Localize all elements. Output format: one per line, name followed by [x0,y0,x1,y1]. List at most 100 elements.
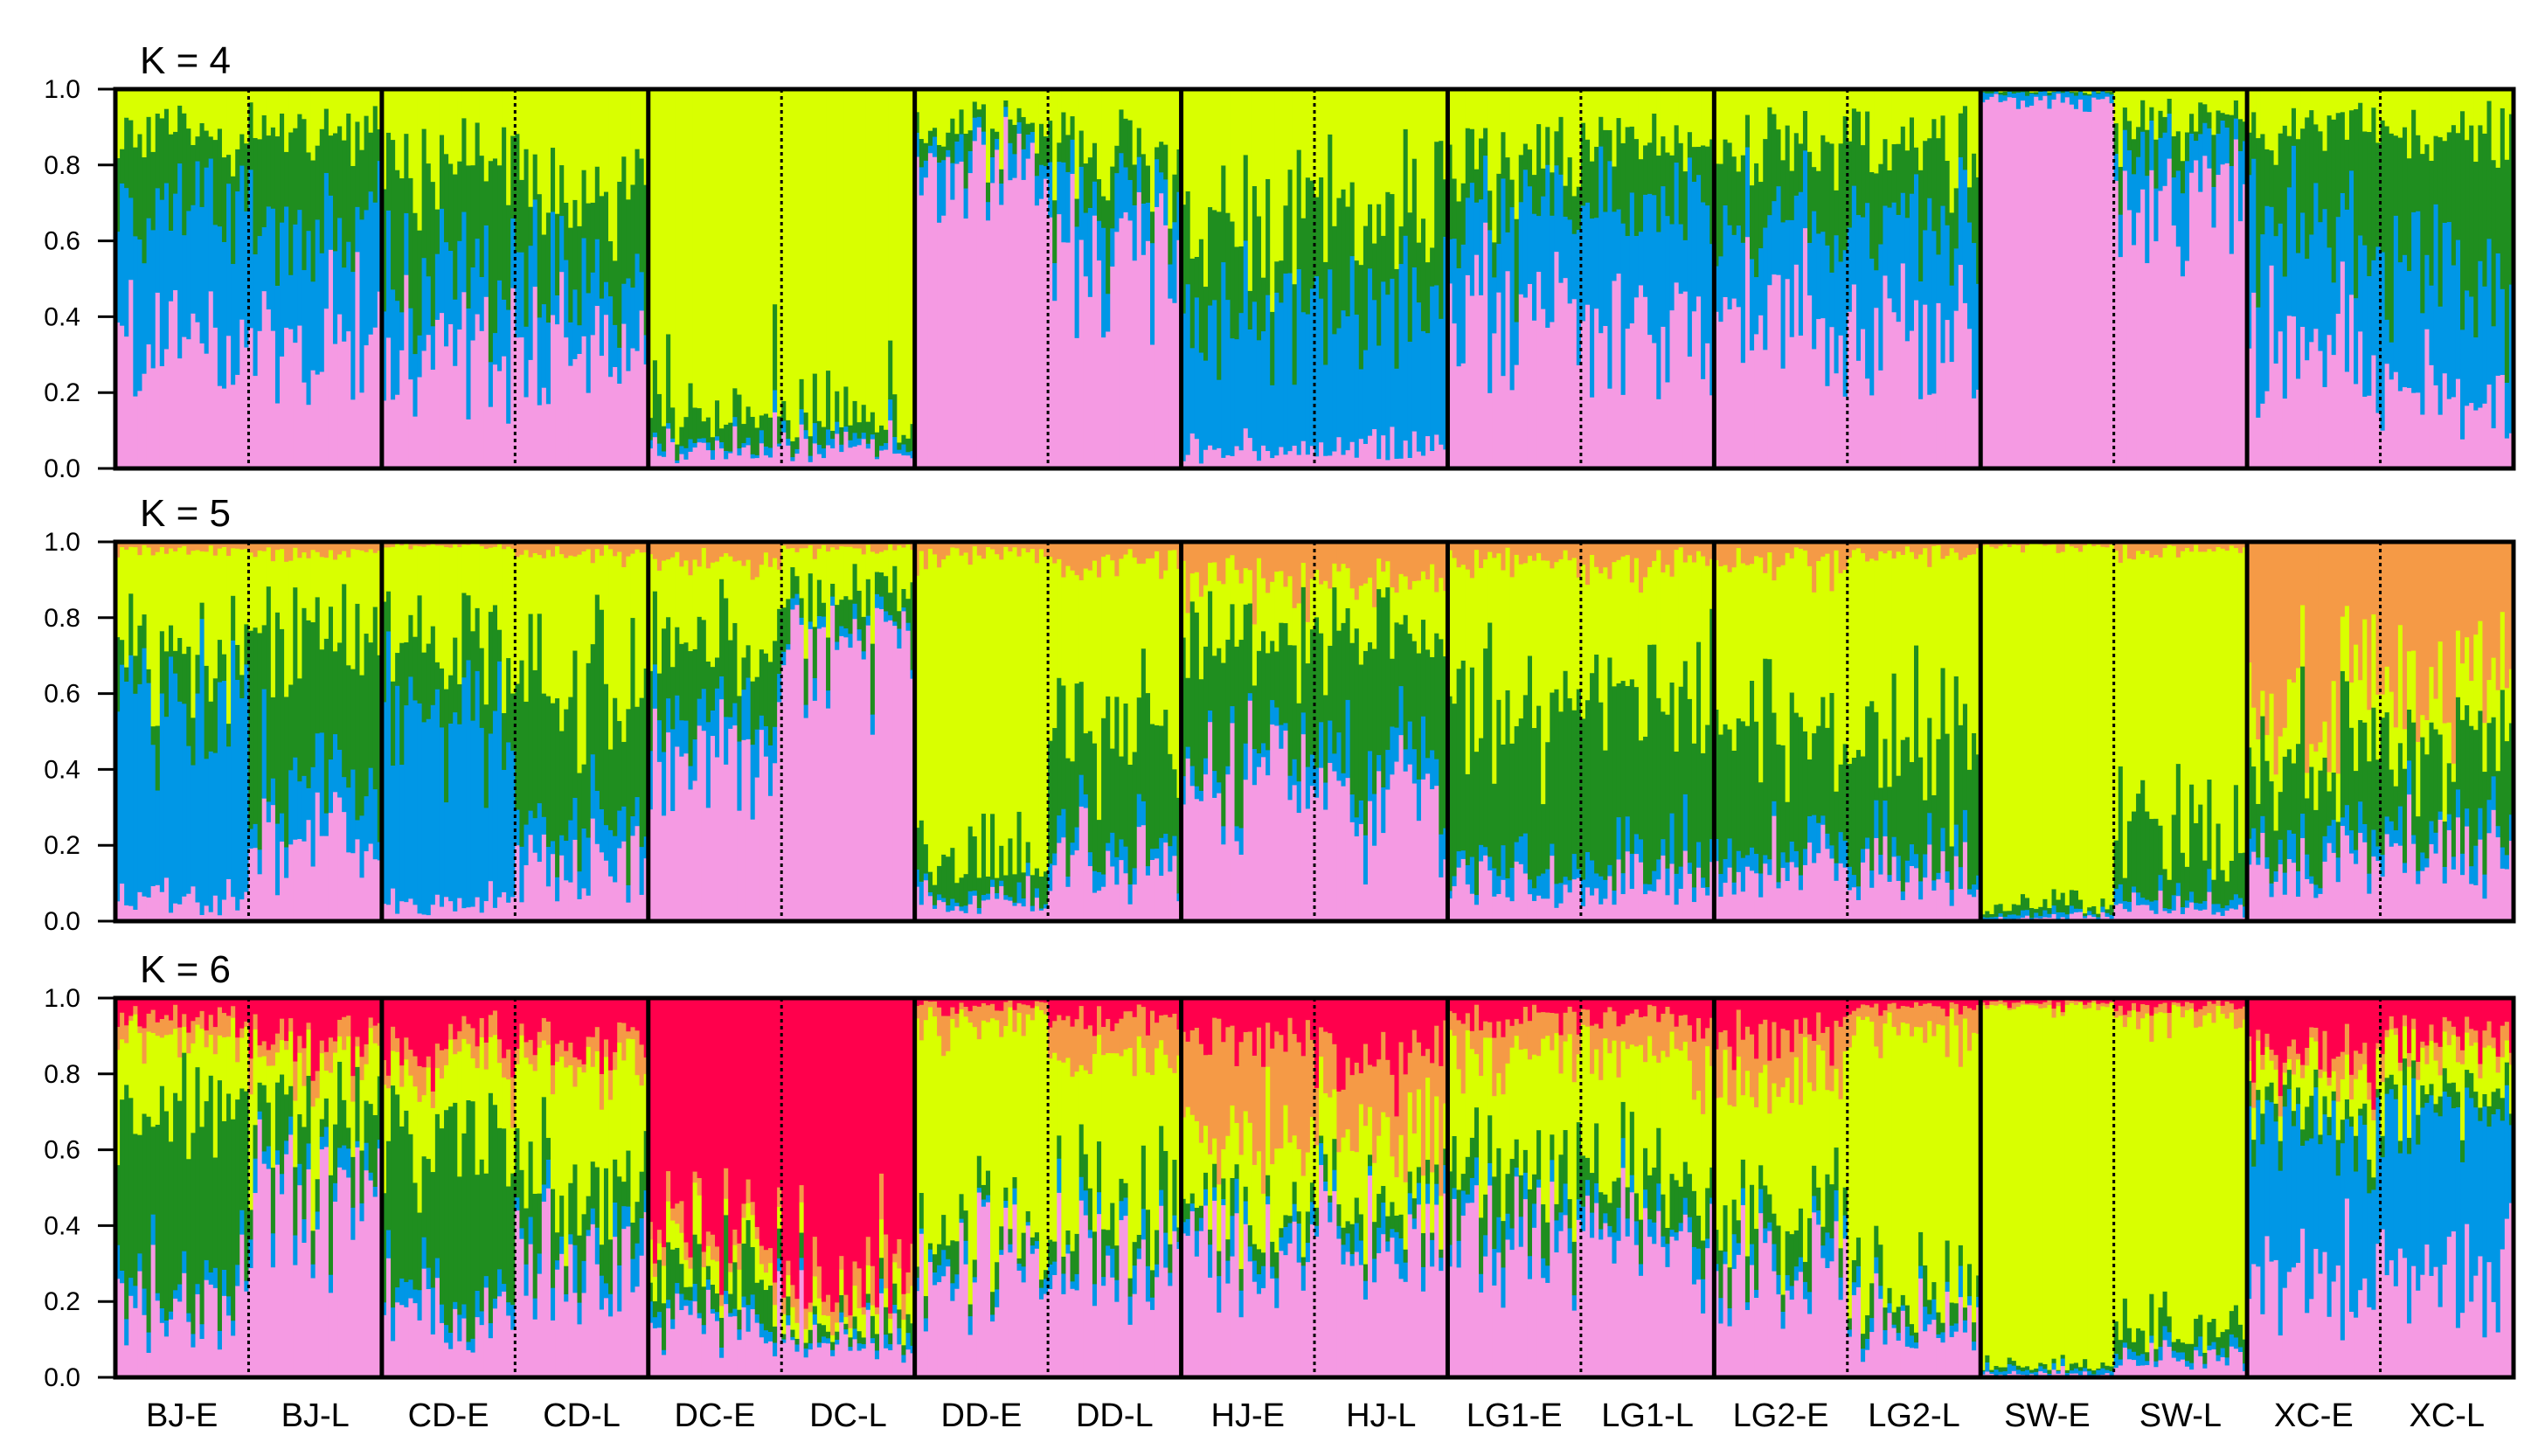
admixture-segment-green [599,609,605,809]
admixture-segment-blue [2318,887,2324,894]
admixture-segment-green [1332,225,1338,335]
admixture-segment-yellow [1465,89,1471,128]
admixture-segment-pink [803,438,809,469]
admixture-segment-yellow [319,556,325,650]
admixture-segment-green [2327,790,2333,826]
admixture-segment-green [1012,873,1018,903]
admixture-segment-pink [724,764,729,922]
admixture-segment-pink [1012,177,1018,469]
admixture-segment-green [1483,128,1488,156]
admixture-segment-pink [297,838,303,922]
admixture-segment-green [1328,134,1333,270]
admixture-segment-green [670,666,676,730]
admixture-segment-green [1687,698,1693,863]
admixture-segment-yellow [1891,558,1897,674]
admixture-segment-pink [293,342,298,469]
admixture-segment-green [1367,204,1373,269]
admixture-segment-green [2220,112,2226,121]
admixture-segment-green [1705,146,1710,206]
admixture-segment-blue [2118,214,2124,258]
admixture-segment-green [2424,143,2431,255]
admixture-segment-green [2482,133,2488,287]
admixture-segment-blue [1474,202,1480,255]
admixture-segment-yellow [2309,743,2314,767]
admixture-segment-green [328,606,334,760]
admixture-segment-blue [1377,345,1382,460]
admixture-segment-pink [1411,431,1418,469]
admixture-segment-blue [1972,884,1977,898]
admixture-segment-pink [777,446,782,469]
admixture-segment-orange [146,542,152,548]
admixture-segment-pink [1842,867,1848,922]
admixture-segment-blue [995,892,1000,899]
admixture-segment-pink [666,427,671,469]
admixture-segment-green [510,135,516,219]
admixture-segment-yellow [613,555,618,698]
admixture-segment-pink [1407,764,1413,922]
admixture-segment-pink [1363,884,1369,922]
admixture-segment-green [1505,690,1511,879]
admixture-segment-blue [1661,838,1667,856]
admixture-segment-orange [1945,542,1951,557]
admixture-segment-blue [1221,825,1226,845]
admixture-segment-yellow [848,546,854,600]
admixture-segment-green [1736,718,1742,851]
admixture-segment-yellow [950,546,955,849]
admixture-segment-green [337,125,343,218]
admixture-segment-blue [1567,879,1573,893]
admixture-segment-green [821,426,827,449]
admixture-segment-yellow [1647,89,1653,143]
admixture-segment-pink [777,701,782,922]
admixture-segment-green [586,203,592,294]
admixture-segment-pink [745,444,752,469]
admixture-segment-green [1336,630,1342,733]
admixture-segment-yellow [2171,545,2177,815]
admixture-segment-pink [124,336,129,469]
admixture-segment-pink [235,910,240,922]
admixture-segment-blue [1492,276,1497,334]
admixture-segment-green [635,706,641,798]
admixture-segment-pink [1629,322,1635,469]
admixture-segment-pink [2078,99,2084,469]
admixture-segment-green [1931,794,1938,881]
admixture-segment-yellow [2184,547,2190,867]
admixture-segment-pink [790,461,796,469]
admixture-segment-yellow [2371,89,2377,108]
admixture-segment-pink [1314,455,1320,469]
admixture-segment-orange [1989,542,1995,547]
admixture-segment-pink [217,914,223,922]
admixture-segment-yellow [457,546,462,684]
admixture-segment-pink [1234,446,1240,469]
admixture-segment-blue [1266,295,1271,452]
admixture-segment-blue [177,163,183,359]
admixture-segment-blue [2393,215,2399,372]
admixture-segment-pink [705,807,711,922]
admixture-segment-yellow [865,544,871,579]
admixture-segment-blue [901,607,907,612]
admixture-segment-green [1567,156,1573,220]
admixture-segment-blue [892,621,898,627]
admixture-segment-green [146,116,152,218]
admixture-segment-pink [133,909,139,922]
admixture-segment-blue [572,288,579,359]
admixture-segment-pink [2162,910,2168,922]
admixture-segment-green [1074,683,1080,828]
admixture-segment-green [1927,137,1932,198]
y-tick-label: 1.0 [44,528,80,557]
admixture-segment-orange [1501,542,1507,571]
admixture-segment-green [666,333,671,424]
admixture-segment-yellow [266,89,272,136]
admixture-segment-blue [2278,839,2284,864]
admixture-segment-pink [439,906,445,922]
admixture-segment-pink [2318,893,2324,922]
admixture-segment-pink [1106,331,1111,469]
admixture-segment-green [572,199,579,290]
admixture-segment-pink [2433,385,2439,469]
admixture-segment-pink [1243,427,1249,469]
admixture-segment-yellow [1727,572,1733,730]
admixture-segment-green [355,121,361,207]
admixture-segment-green [2109,904,2115,915]
admixture-segment-pink [1616,858,1622,922]
admixture-segment-pink [830,447,836,469]
admixture-segment-blue [1496,243,1502,293]
